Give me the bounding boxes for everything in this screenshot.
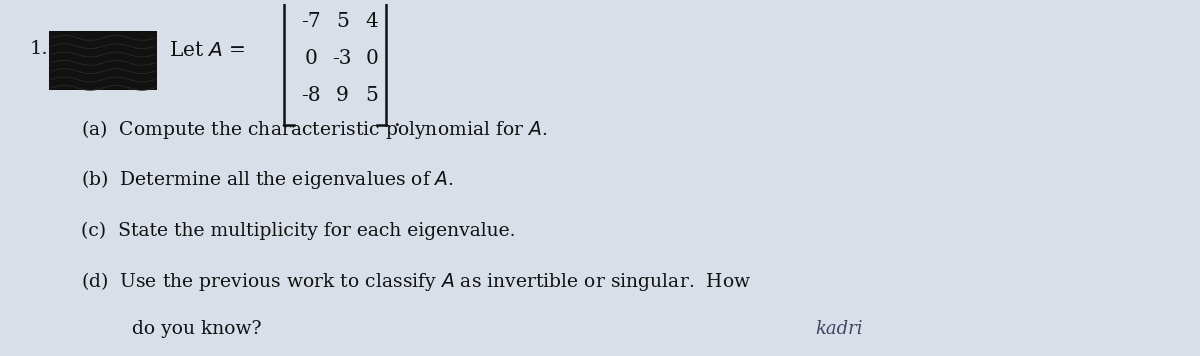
Text: .: .: [395, 109, 401, 131]
Text: -3: -3: [332, 49, 352, 68]
Text: 1.: 1.: [30, 40, 48, 58]
FancyBboxPatch shape: [49, 31, 157, 90]
Text: 9: 9: [336, 86, 349, 105]
Text: (d)  Use the previous work to classify $A$ as invertible or singular.  How: (d) Use the previous work to classify $A…: [80, 270, 751, 293]
Text: (a)  Compute the characteristic polynomial for $A$.: (a) Compute the characteristic polynomia…: [80, 117, 547, 141]
Text: -7: -7: [301, 12, 320, 31]
Text: 0: 0: [365, 49, 378, 68]
Text: 5: 5: [365, 86, 378, 105]
Text: Let $A$ =: Let $A$ =: [169, 41, 246, 60]
Text: -8: -8: [301, 86, 320, 105]
Text: 4: 4: [365, 12, 378, 31]
Text: 0: 0: [305, 49, 317, 68]
Text: kadri: kadri: [816, 320, 863, 338]
Text: (b)  Determine all the eigenvalues of $A$.: (b) Determine all the eigenvalues of $A$…: [80, 168, 454, 192]
Text: (c)  State the multiplicity for each eigenvalue.: (c) State the multiplicity for each eige…: [80, 222, 515, 240]
Text: do you know?: do you know?: [90, 320, 262, 338]
Text: 5: 5: [336, 12, 349, 31]
